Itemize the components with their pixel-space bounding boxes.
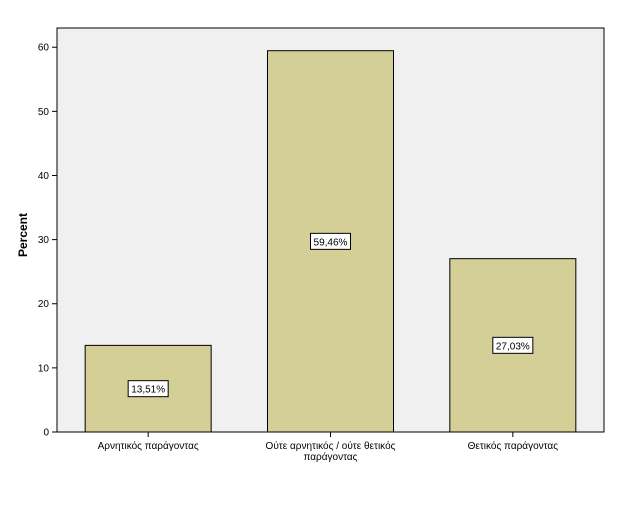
data-label-box-1: [127, 380, 169, 398]
data-label-1: 13,51%: [131, 385, 165, 396]
category-label-2-line-2: παράγοντας: [304, 451, 358, 463]
y-tick-label-20: 20: [38, 299, 50, 310]
y-tick-label-30: 30: [38, 235, 50, 246]
y-tick-label-50: 50: [38, 107, 50, 118]
y-axis: 0 10 20 30 40 50 60: [38, 43, 57, 439]
y-tick-label-60: 60: [38, 43, 50, 54]
category-label-2-line-1: Ούτε αρνητικός / ούτε θετικός: [266, 440, 396, 452]
y-axis-label: Percent: [16, 213, 30, 257]
data-label-2: 59,46%: [314, 237, 348, 248]
data-label-3: 27,03%: [496, 341, 530, 352]
y-tick-label-10: 10: [38, 363, 50, 374]
data-labels-group: 13,51% 59,46% 27,03%: [127, 232, 534, 398]
y-tick-label-0: 0: [43, 428, 49, 439]
data-label-box-3: [492, 336, 534, 354]
data-label-box-2: [310, 232, 351, 250]
y-tick-label-40: 40: [38, 171, 50, 182]
category-label-1: Αρνητικός παράγοντας: [98, 440, 199, 452]
category-label-3: Θετικός παράγοντας: [468, 440, 559, 452]
x-axis: Αρνητικός παράγοντας Ούτε αρνητικός / ούτ…: [98, 432, 559, 463]
